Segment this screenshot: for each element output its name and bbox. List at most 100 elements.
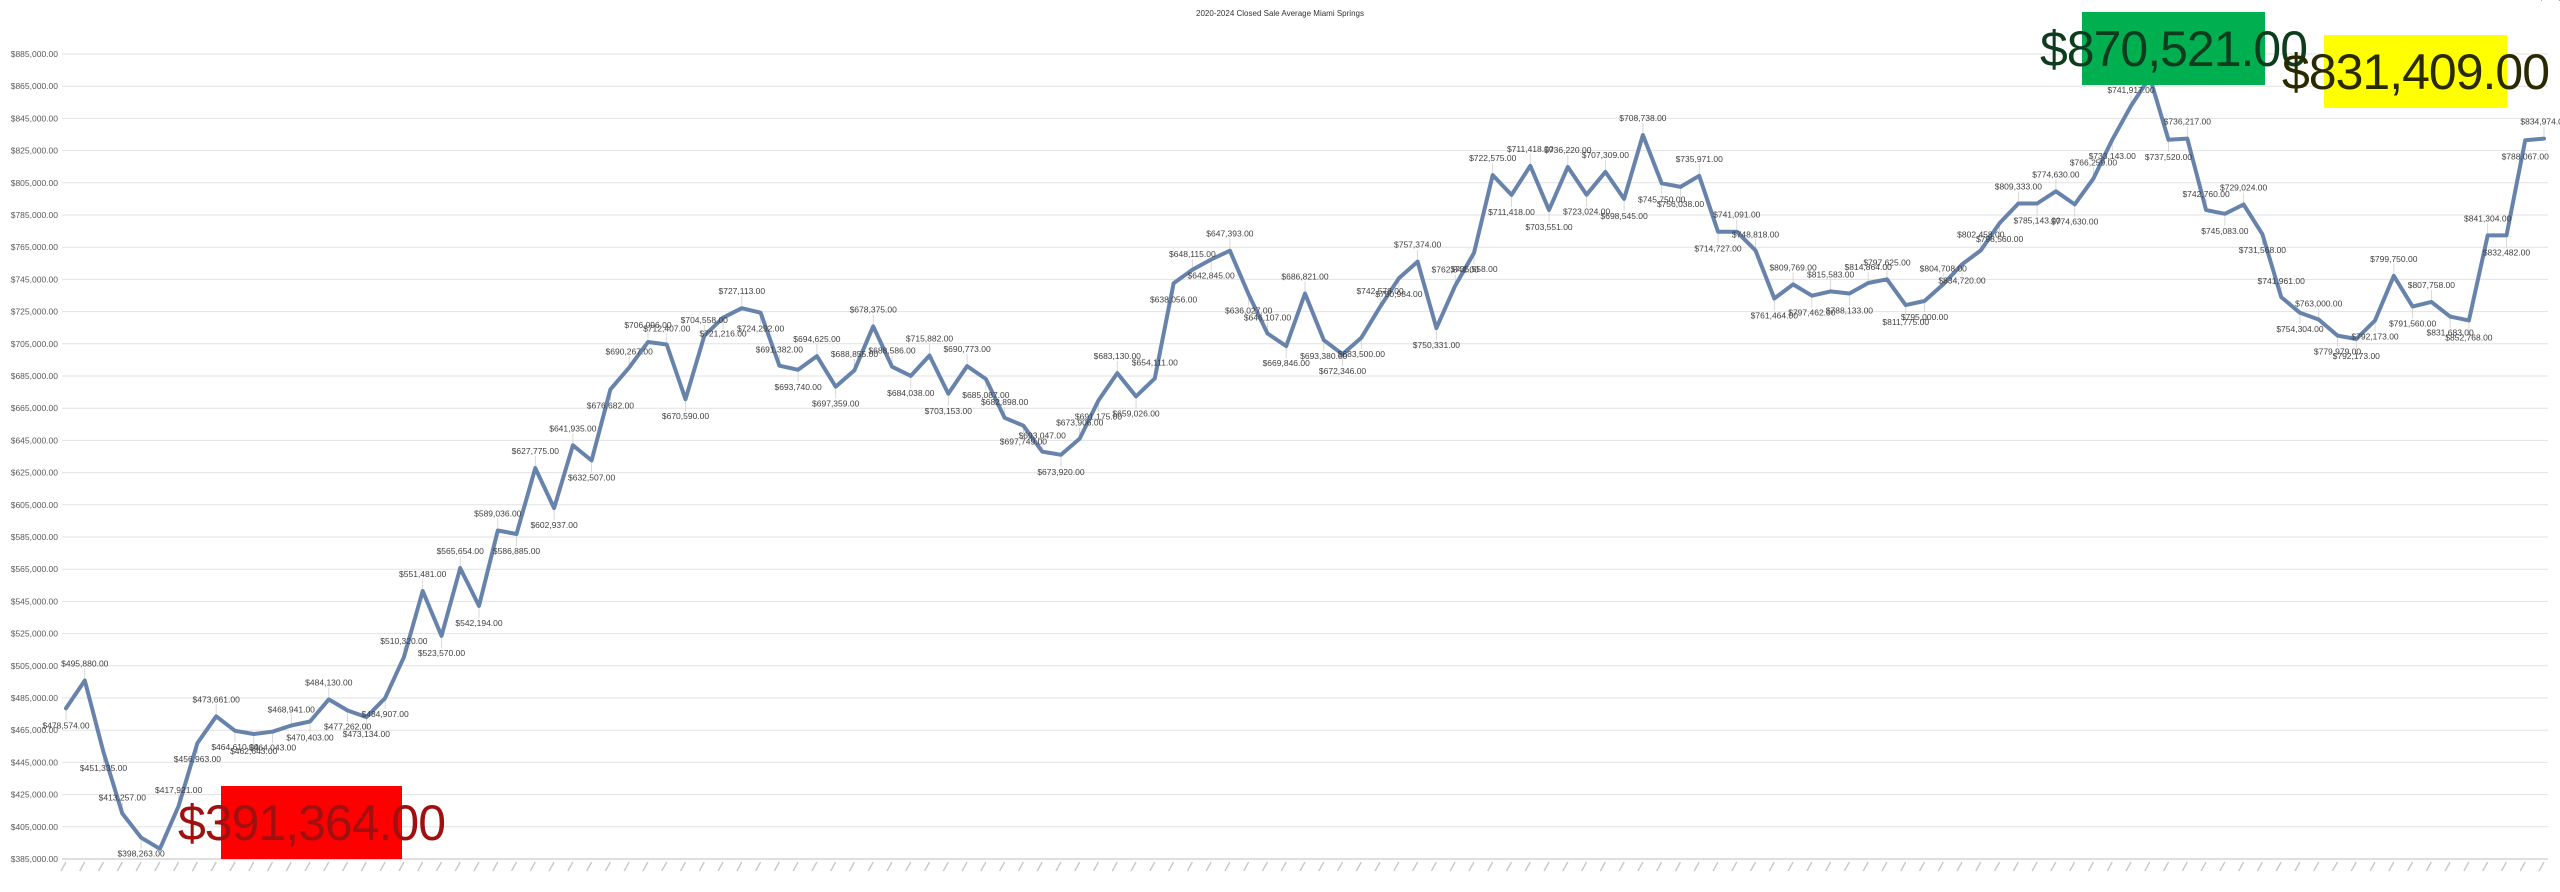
data-label: $468,941.00 (268, 704, 316, 714)
data-label: $762,841.00 (1432, 265, 1480, 275)
x-tick-mark (1693, 861, 1700, 872)
data-label: $473,661.00 (193, 694, 241, 704)
data-label: $462,643.00 (230, 746, 278, 756)
x-tick-mark (1806, 861, 1813, 872)
x-tick-mark (191, 861, 199, 872)
y-tick-label: $865,000.00 (11, 81, 59, 91)
x-tick-mark (811, 861, 818, 872)
data-label: $750,331.00 (1413, 340, 1461, 350)
data-label: $706,096.00 (624, 320, 672, 330)
x-tick-mark (2482, 861, 2489, 872)
x-tick-mark (229, 861, 236, 872)
x-tick-mark (1374, 861, 1381, 872)
x-tick-mark (2313, 861, 2320, 872)
x-tick-mark (1055, 861, 1062, 872)
data-label: $811,775.00 (1882, 317, 1929, 327)
data-label: $788,067.00 (2502, 151, 2550, 161)
x-tick-mark (830, 861, 837, 872)
x-tick-mark (1111, 861, 1118, 872)
y-tick-label: $745,000.00 (11, 274, 59, 284)
x-tick-mark (1449, 861, 1456, 872)
data-label: $690,773.00 (943, 344, 991, 354)
chart-title: 2020-2024 Closed Sale Average Miami Spri… (1196, 9, 1364, 18)
data-label: $551,481.00 (399, 569, 447, 579)
x-tick-mark (792, 861, 799, 872)
data-label: $697,359.00 (812, 399, 860, 409)
y-tick-label: $405,000.00 (11, 822, 59, 832)
x-tick-mark (2106, 861, 2113, 872)
x-tick-mark (285, 861, 292, 872)
data-label: $729,024.00 (2220, 183, 2268, 193)
data-label: $686,821.00 (1281, 272, 1329, 282)
data-label: $693,380.00 (1300, 351, 1348, 361)
x-tick-mark (435, 861, 443, 872)
y-tick-label: $845,000.00 (11, 113, 59, 123)
x-tick-mark (604, 861, 612, 872)
data-label: $715,882.00 (906, 333, 954, 343)
x-tick-mark (454, 861, 461, 872)
data-label: $638,056.00 (1150, 294, 1198, 304)
data-label: $727,113.00 (718, 286, 765, 296)
data-label: $669,846.00 (1263, 358, 1311, 368)
x-tick-mark (1843, 861, 1851, 872)
x-tick-mark (754, 861, 762, 872)
data-label: $809,333.00 (1995, 181, 2043, 191)
data-label: $417,921.00 (155, 785, 203, 795)
last-value-callout: $831,409.00 (2282, 35, 2550, 108)
x-tick-mark (1393, 861, 1400, 872)
data-label: $736,220.00 (1544, 145, 1592, 155)
data-label: $804,708.00 (1920, 263, 1968, 273)
x-tick-mark (135, 861, 142, 872)
data-label: $672,346.00 (1319, 366, 1367, 376)
y-tick-label: $765,000.00 (11, 242, 59, 252)
x-tick-mark (2444, 861, 2451, 872)
data-label: $642,845.00 (1187, 270, 1235, 280)
data-label: $691,175.00 (1075, 411, 1123, 421)
y-axis-tick-labels: $385,000.00 $405,000.00 $425,000.00 $445,00… (11, 49, 59, 864)
data-label: $756,038.00 (1657, 199, 1705, 209)
data-label: $694,625.00 (793, 334, 841, 344)
data-label: $682,898.00 (981, 397, 1029, 407)
data-label: $745,750.00 (1638, 194, 1686, 204)
y-tick-label: $885,000.00 (11, 49, 59, 59)
x-tick-mark (1280, 861, 1287, 872)
data-label: $690,267.00 (606, 347, 654, 357)
data-label: $721,216.00 (699, 329, 747, 339)
x-tick-mark (1487, 861, 1494, 872)
x-tick-mark (1937, 861, 1944, 872)
data-label: $774,630.00 (2032, 169, 2080, 179)
x-tick-mark (417, 861, 424, 872)
x-tick-mark (1074, 861, 1081, 872)
y-tick-label: $485,000.00 (11, 693, 59, 703)
y-tick-label: $705,000.00 (11, 339, 59, 349)
data-label: $714,727.00 (1694, 244, 1742, 254)
data-label: $736,217.00 (2164, 117, 2212, 127)
data-label: $565,654.00 (437, 546, 485, 556)
y-tick-label: $505,000.00 (11, 661, 59, 671)
data-label: $809,769.00 (1769, 262, 1817, 272)
x-tick-mark (2294, 861, 2301, 872)
data-label: $733,143.00 (2089, 151, 2137, 161)
x-tick-mark (1243, 861, 1250, 872)
data-label: $704,558.00 (681, 315, 729, 325)
y-tick-label: $565,000.00 (11, 564, 59, 574)
x-tick-mark (1430, 861, 1438, 872)
data-label: $742,578.00 (1356, 286, 1404, 296)
data-label: $791,496.00 (2558, 0, 2560, 2)
x-tick-mark (1412, 861, 1419, 872)
x-tick-mark (79, 861, 86, 872)
data-label: $723,024.00 (1563, 207, 1611, 217)
x-tick-mark (2144, 861, 2151, 872)
x-tick-mark (2500, 861, 2508, 872)
x-tick-mark (304, 861, 311, 872)
x-tick-mark (961, 861, 968, 872)
data-label: $685,087.00 (962, 390, 1010, 400)
x-tick-mark (548, 861, 555, 872)
data-label: $484,907.00 (361, 709, 409, 719)
data-labels: $478,574.00 $495,880.00 $451,335.00 $413,25… (42, 0, 2560, 859)
data-label: $754,304.00 (2276, 324, 2324, 334)
data-label: $852,768.00 (2445, 332, 2493, 342)
x-tick-mark (341, 861, 349, 872)
x-tick-mark (1261, 861, 1269, 872)
data-label: $711,418.00 (1488, 207, 1535, 217)
